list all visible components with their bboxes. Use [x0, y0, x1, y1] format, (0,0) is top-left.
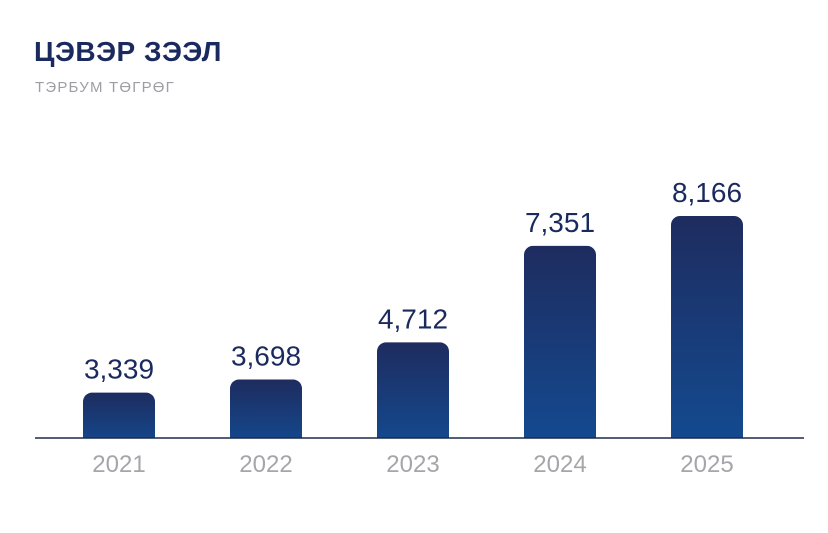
- bar-2025: [671, 216, 743, 438]
- bar-2022: [230, 379, 302, 438]
- category-label-2021: 2021: [92, 451, 145, 478]
- value-label-2022: 3,698: [231, 341, 301, 372]
- value-labels-group: 3,339 3,698 4,712 7,351 8,166: [84, 177, 742, 385]
- category-label-2023: 2023: [386, 451, 439, 478]
- category-label-2024: 2024: [533, 451, 586, 478]
- bar-2023: [377, 342, 449, 438]
- category-labels-group: 2021 2022 2023 2024 2025: [92, 451, 733, 478]
- value-label-2021: 3,339: [84, 354, 154, 385]
- value-label-2023: 4,712: [378, 303, 448, 334]
- bar-2024: [524, 245, 596, 438]
- value-label-2025: 8,166: [672, 177, 742, 208]
- category-label-2025: 2025: [680, 451, 733, 478]
- bar-2021: [83, 392, 155, 438]
- value-label-2024: 7,351: [525, 207, 595, 238]
- bars-group: [83, 216, 743, 438]
- chart-subtitle: ТЭРБУМ ТӨГРӨГ: [35, 79, 175, 96]
- category-label-2022: 2022: [239, 451, 292, 478]
- chart-title: ЦЭВЭР ЗЭЭЛ: [34, 36, 222, 67]
